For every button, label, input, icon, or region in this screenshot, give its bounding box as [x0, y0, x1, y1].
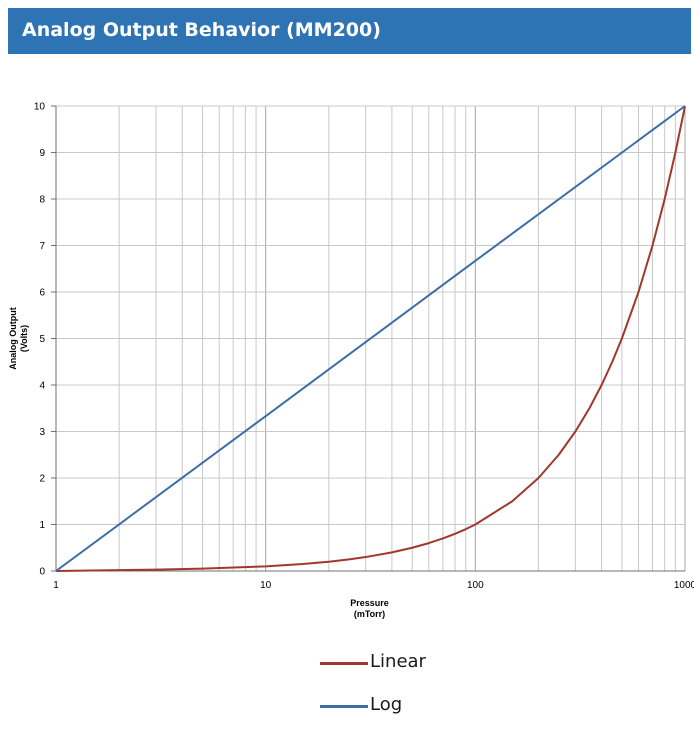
y-tick-label: 6 — [39, 288, 45, 299]
y-tick-label: 1 — [39, 520, 45, 531]
series-lines — [55, 105, 686, 572]
legend-swatch-linear — [320, 662, 368, 665]
legend-label-log: Log — [370, 694, 403, 715]
x-tick-label: 1 — [53, 580, 59, 591]
header-bar: Analog Output Behavior (MM200) — [8, 8, 691, 54]
x-tick-label: 1000 — [674, 580, 694, 591]
y-tick-label: 9 — [39, 148, 45, 159]
y-tick-labels: 0 1 2 3 4 5 6 7 8 9 10 — [34, 102, 46, 578]
y-tick-label: 0 — [39, 567, 45, 578]
x-tick-labels: 1 10 100 1000 — [53, 580, 694, 591]
legend-swatch-log — [320, 705, 368, 708]
y-tick-label: 7 — [39, 241, 45, 252]
y-tick-label: 10 — [34, 102, 46, 113]
y-tick-label: 3 — [39, 427, 45, 438]
axes — [51, 105, 685, 572]
x-axis-label-line-2: (mTorr) — [354, 609, 385, 619]
page-title: Analog Output Behavior (MM200) — [22, 19, 381, 41]
x-tick-label: 10 — [260, 580, 272, 591]
series-line-linear — [55, 105, 686, 572]
y-axis-label-line-2: (Volts) — [19, 325, 29, 352]
y-tick-label: 2 — [39, 474, 45, 485]
x-axis-label-line-1: Pressure — [350, 598, 389, 608]
legend-label-linear: Linear — [370, 651, 426, 672]
series-line-log — [55, 105, 686, 572]
y-tick-label: 5 — [39, 334, 45, 345]
y-axis-label-line-1: Analog Output — [8, 307, 18, 370]
x-tick-label: 100 — [467, 580, 484, 591]
y-tick-label: 8 — [39, 195, 45, 206]
y-tick-label: 4 — [39, 381, 45, 392]
